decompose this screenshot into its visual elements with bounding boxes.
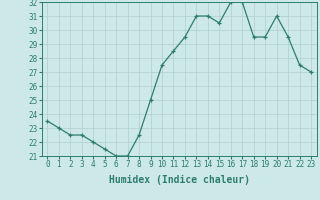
X-axis label: Humidex (Indice chaleur): Humidex (Indice chaleur) — [109, 175, 250, 185]
